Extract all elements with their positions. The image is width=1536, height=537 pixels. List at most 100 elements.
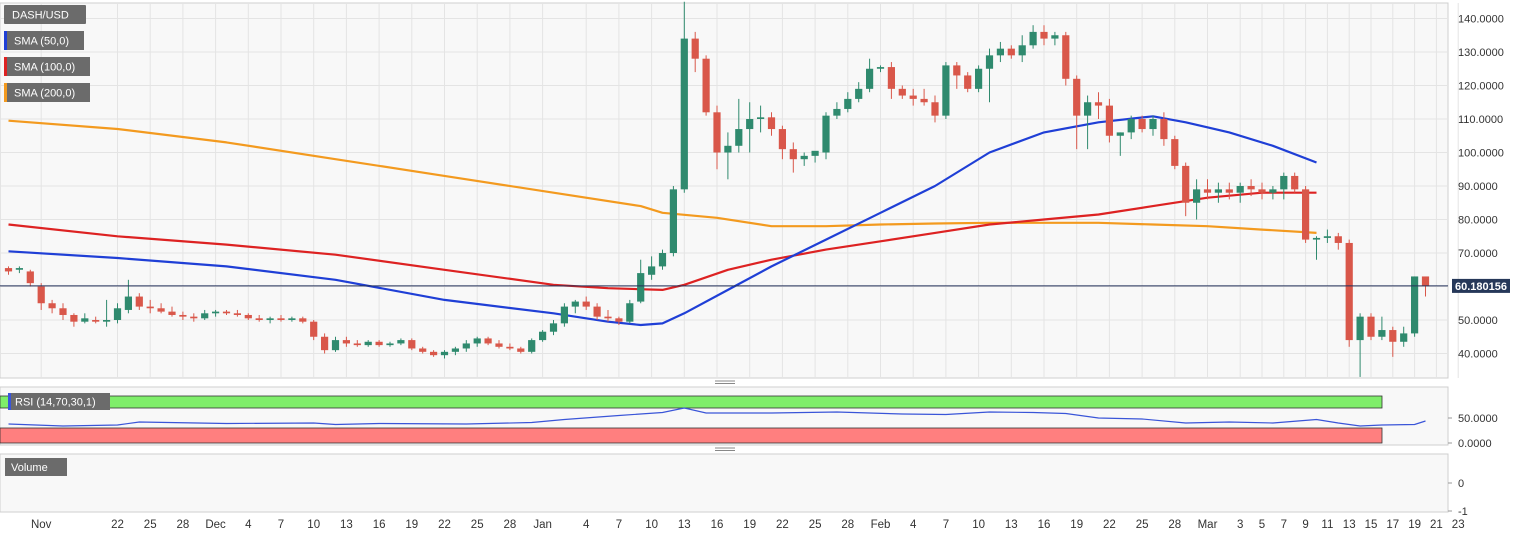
candle <box>1367 313 1375 341</box>
candle <box>920 88 928 106</box>
x-tick-label: 22 <box>111 519 124 531</box>
candle-body <box>1094 102 1103 106</box>
candle-body <box>833 108 841 116</box>
candle-body <box>375 341 383 346</box>
candle <box>1214 182 1222 203</box>
candle-body <box>146 306 154 309</box>
candle <box>1051 31 1059 46</box>
x-tick-label: 7 <box>278 519 284 531</box>
candle <box>364 340 372 347</box>
candle <box>1062 31 1070 86</box>
x-tick-label: 22 <box>776 519 789 531</box>
price-gridlines <box>0 18 1448 354</box>
candle-body <box>288 318 296 320</box>
candle <box>375 340 383 347</box>
candle-body <box>669 189 677 253</box>
candle-body <box>1247 186 1255 190</box>
candle <box>669 186 677 257</box>
x-tick-label: 4 <box>245 519 252 531</box>
candle <box>539 330 547 342</box>
sma-200-layer <box>8 119 1317 234</box>
candle-body <box>1116 132 1124 136</box>
x-tick-label: 28 <box>1168 519 1181 531</box>
candle <box>822 112 830 160</box>
candle-body <box>113 308 122 320</box>
candle-body <box>1323 236 1331 238</box>
x-tick-label: 13 <box>340 519 353 531</box>
rsi-tag[interactable]: RSI (14,70,30,1) <box>8 393 110 410</box>
candle <box>1073 75 1081 150</box>
candle <box>517 346 525 354</box>
sma-200-tag[interactable]: SMA (200,0) <box>4 83 90 102</box>
candle <box>179 311 187 320</box>
candle-body <box>1160 119 1168 140</box>
candle <box>964 72 972 93</box>
volume-y-axis: 0 -1 <box>1448 478 1468 518</box>
candle <box>1378 316 1386 341</box>
symbol-tag[interactable]: DASH/USD <box>4 5 86 24</box>
candle <box>299 316 307 324</box>
candle-body <box>746 119 754 130</box>
candle-body <box>626 303 634 322</box>
candle <box>1258 182 1266 200</box>
candle-body <box>190 316 198 319</box>
candle <box>1182 162 1190 217</box>
candle-body <box>1062 35 1070 79</box>
candle-body <box>1389 330 1397 342</box>
x-tick-label: 22 <box>1103 519 1116 531</box>
price-tick-label: 40.0000 <box>1458 349 1498 361</box>
sma-200-label: SMA (200,0) <box>14 88 75 100</box>
candle-body <box>201 313 209 319</box>
rsi-label: RSI (14,70,30,1) <box>15 397 96 409</box>
candle <box>419 346 427 354</box>
candle <box>942 62 950 119</box>
candle-body <box>920 98 928 103</box>
candle-body <box>462 343 470 349</box>
candle-body <box>135 296 143 307</box>
panel-resize-handle-2[interactable] <box>715 447 735 451</box>
candle <box>811 150 819 163</box>
candle <box>135 293 143 310</box>
price-tick-label: 70.0000 <box>1458 248 1498 260</box>
candle <box>1193 179 1201 220</box>
x-tick-label: 10 <box>307 519 320 531</box>
x-tick-label: 28 <box>841 519 854 531</box>
candle <box>844 92 852 113</box>
candle-body <box>484 338 492 344</box>
panel-resize-handle-1[interactable] <box>715 380 735 384</box>
candle <box>658 249 667 270</box>
candle-body <box>124 296 132 310</box>
x-tick-label: 19 <box>405 519 418 531</box>
x-tick-label: 21 <box>1430 519 1443 531</box>
x-tick-label: 16 <box>373 519 386 531</box>
candle <box>757 105 765 133</box>
rsi-line <box>8 407 1426 427</box>
candle-body <box>549 323 558 332</box>
candle-body <box>604 316 612 319</box>
volume-tag[interactable]: Volume <box>5 458 67 476</box>
x-tick-label: Nov <box>31 519 52 531</box>
candle-body <box>168 311 176 315</box>
sma-100-tag[interactable]: SMA (100,0) <box>4 57 90 76</box>
candle-body <box>266 318 274 320</box>
x-tick-label: 9 <box>1302 519 1308 531</box>
candle <box>451 346 459 356</box>
candle <box>506 343 514 351</box>
candle-body <box>321 336 329 351</box>
candle-body <box>1236 186 1244 193</box>
candle <box>833 102 841 119</box>
sma-100-layer <box>8 191 1317 291</box>
x-tick-label: 10 <box>645 519 658 531</box>
candle <box>484 336 492 346</box>
candle-body <box>637 273 645 302</box>
candle <box>386 341 394 347</box>
x-tick-label: 15 <box>1365 519 1378 531</box>
candle <box>212 309 220 317</box>
x-tick-label: 16 <box>711 519 724 531</box>
x-tick-label: 4 <box>583 519 590 531</box>
sma-50-tag[interactable]: SMA (50,0) <box>4 31 84 50</box>
candle <box>1269 186 1277 200</box>
candle <box>898 85 906 99</box>
x-tick-label: 11 <box>1321 519 1333 531</box>
